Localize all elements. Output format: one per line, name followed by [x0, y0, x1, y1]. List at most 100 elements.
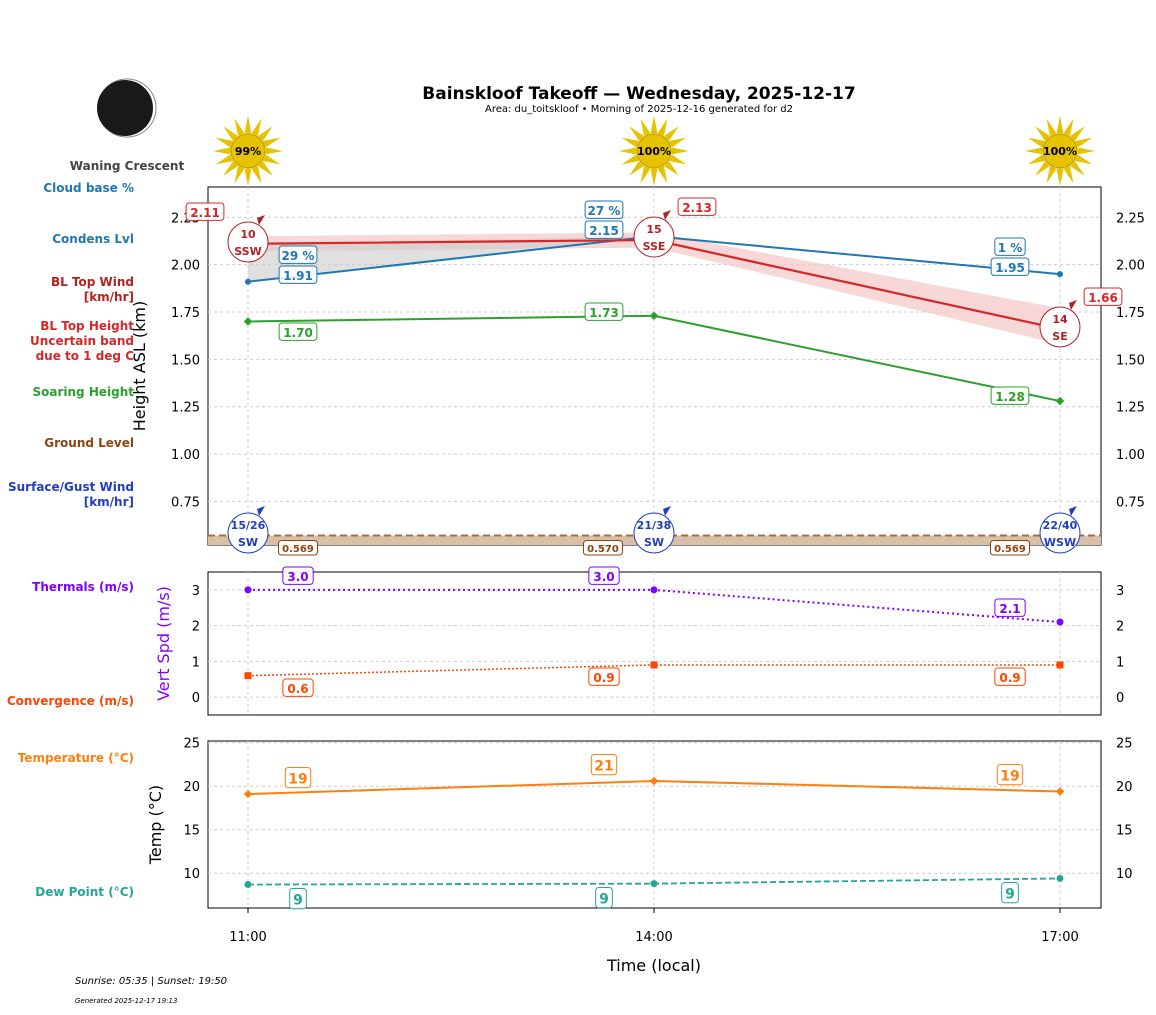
- temperature-point: [649, 776, 659, 786]
- wind-arrow-icon: [257, 215, 265, 225]
- thermals-point: [650, 586, 658, 594]
- convergence-line: [247, 664, 1060, 677]
- dew-point: [1056, 874, 1064, 882]
- side-label-thermals: Thermals (m/s): [32, 580, 134, 594]
- bl-top-label-box: [185, 202, 225, 221]
- temperature-point: [243, 789, 253, 799]
- thermals-label-box: [282, 566, 314, 585]
- temperature-label-box: [996, 764, 1024, 786]
- temperature-label: 19: [1000, 769, 1019, 785]
- dew-point: [650, 880, 658, 888]
- thermals-label: 3.0: [287, 570, 308, 584]
- cloud-percent-label-box: [278, 245, 318, 264]
- side-label-condens: Condens Lvl: [52, 232, 134, 246]
- sun-percent: 99%: [235, 145, 261, 158]
- dew-point: [244, 881, 252, 889]
- y-tick-label: 0: [192, 691, 200, 706]
- y-tick-label: 15: [183, 824, 200, 839]
- soaring-point: [649, 311, 659, 321]
- soaring-label-box: [278, 322, 318, 341]
- surface-wind-marker: [1039, 512, 1081, 554]
- soaring-point: [243, 317, 253, 326]
- y-tick-label-right: 0: [1116, 691, 1124, 706]
- thermals-point: [244, 586, 252, 594]
- side-label-bl-top: due to 1 deg C: [36, 349, 135, 363]
- dew-label-box: [1001, 882, 1019, 904]
- ground-label: 0.569: [282, 544, 314, 555]
- soaring-label: 1.73: [589, 306, 619, 320]
- sun-icon: [1025, 116, 1095, 186]
- convergence-label: 0.9: [593, 671, 614, 685]
- soaring-label-box: [584, 302, 624, 321]
- wind-arrow-icon: [257, 506, 265, 516]
- thermals-label: 2.1: [999, 602, 1020, 616]
- y-tick-label-right: 10: [1116, 867, 1133, 882]
- y-tick-label-right: 2.25: [1116, 211, 1145, 226]
- side-label-convergence: Convergence (m/s): [7, 694, 134, 708]
- y-tick-label-right: 25: [1116, 737, 1133, 752]
- side-label-surface: [km/hr]: [84, 495, 134, 509]
- side-label-cloud: Cloud base %: [43, 181, 134, 195]
- convergence-point: [1056, 661, 1064, 669]
- thermals-line: [248, 588, 1061, 624]
- sun-icon-disc: [230, 133, 266, 169]
- x-tick-label: 14:00: [635, 930, 672, 945]
- y-axis-label: Temp (°C): [146, 785, 165, 865]
- condens-label: 2.15: [589, 224, 619, 238]
- condens-label-box: [278, 265, 318, 284]
- y-tick-label-right: 2: [1116, 620, 1124, 635]
- dew-label-box: [289, 888, 307, 910]
- condens-label: 1.95: [995, 261, 1025, 275]
- side-label-bl-wind: [km/hr]: [84, 290, 134, 304]
- dew-label: 9: [599, 892, 609, 908]
- thermals-label-box: [994, 598, 1026, 617]
- bl-wind-direction: SSE: [643, 240, 666, 253]
- surface-wind-speed: 15/26: [231, 519, 266, 532]
- side-label-bl-top: Uncertain band: [30, 334, 134, 348]
- wind-arrow-icon: [663, 210, 671, 220]
- convergence-label: 0.9: [999, 671, 1020, 685]
- sun-times: Sunrise: 05:35 | Sunset: 19:50: [75, 976, 227, 987]
- generated-time: Generated 2025-12-17 19:13: [75, 997, 177, 1005]
- moon-phase-label: Waning Crescent: [70, 159, 185, 173]
- surface-wind-marker: [227, 512, 269, 554]
- y-tick-label-right: 3: [1116, 584, 1124, 599]
- soaring-label: 1.28: [995, 390, 1025, 404]
- bl-wind-marker: [633, 216, 675, 258]
- y-tick-label: 1.75: [171, 306, 200, 321]
- y-tick-label: 25: [183, 737, 200, 752]
- ground-label-box: [583, 540, 623, 556]
- temperature-point: [1055, 787, 1065, 796]
- dew-label: 9: [293, 893, 303, 909]
- moon-icon: [97, 78, 157, 138]
- convergence-label: 0.6: [287, 682, 308, 696]
- x-tick-label: 17:00: [1041, 930, 1078, 945]
- soaring-label-box: [990, 386, 1030, 405]
- y-tick-label: 2: [192, 620, 200, 635]
- soaring-point: [1055, 396, 1065, 406]
- sun-icon-disc: [1042, 133, 1078, 169]
- bl-wind-speed: 10: [240, 228, 256, 241]
- y-axis-label: Height ASL (km): [130, 301, 149, 431]
- chart-subtitle: Area: du_toitskloof • Morning of 2025-12…: [485, 104, 793, 115]
- surface-wind-direction: SW: [644, 536, 664, 549]
- y-axis-label: Vert Spd (m/s): [154, 586, 173, 701]
- y-tick-label-right: 1: [1116, 655, 1124, 670]
- cloud-percent-label: 29 %: [282, 249, 315, 263]
- bl-wind-speed: 15: [646, 223, 661, 236]
- bl-wind-marker: [227, 221, 269, 263]
- condens-label: 1.91: [283, 269, 313, 283]
- y-tick-label-right: 0.75: [1116, 495, 1145, 510]
- cloud-percent-label: 27 %: [588, 204, 621, 218]
- side-label-bl-top: BL Top Height: [40, 319, 134, 333]
- surface-wind-speed: 22/40: [1043, 519, 1078, 532]
- y-tick-label: 1.00: [171, 448, 200, 463]
- sun-percent: 100%: [1043, 145, 1077, 158]
- temperature-label-box: [590, 754, 618, 776]
- dew-label: 9: [1005, 887, 1015, 903]
- side-label-ground: Ground Level: [44, 436, 134, 450]
- ground-label: 0.570: [587, 544, 619, 555]
- condens-label-box: [990, 257, 1030, 276]
